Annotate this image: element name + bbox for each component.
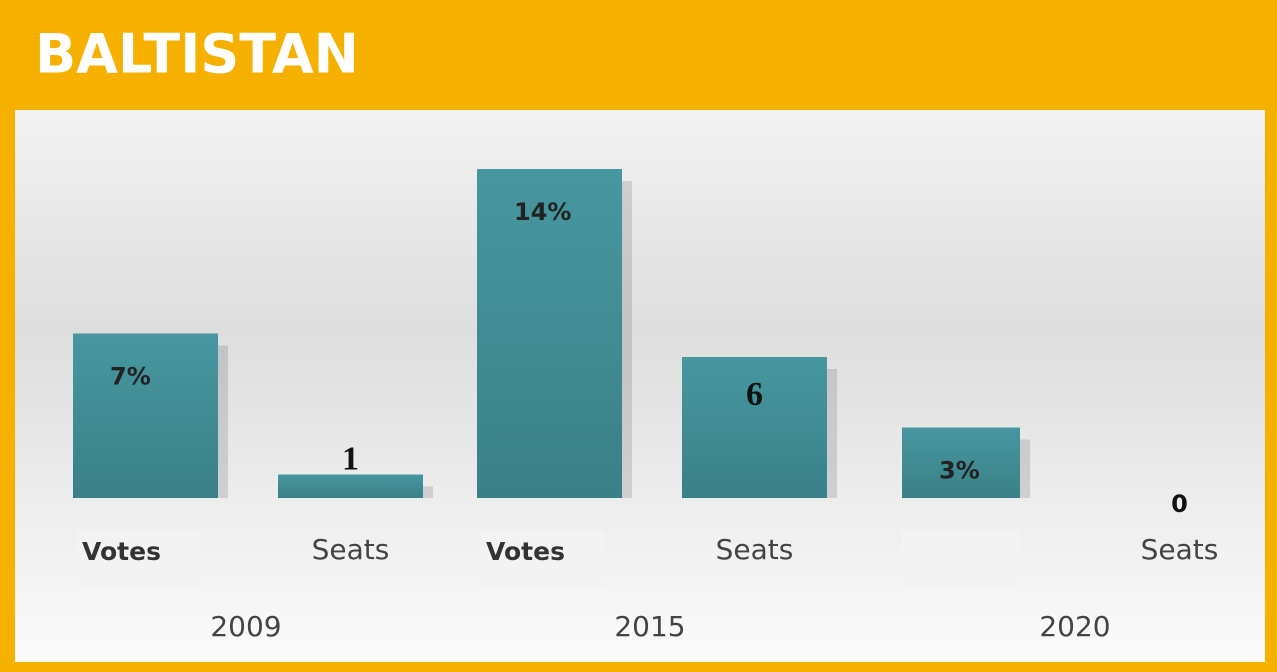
series-label: Votes [82,537,161,566]
bar [73,333,218,498]
series-label: Seats [1141,533,1219,566]
panel [15,110,1265,662]
value-label: 1 [342,440,359,477]
value-label: 6 [746,376,763,413]
year-label: 2015 [614,610,685,643]
series-label: Votes [486,537,565,566]
value-label: 0 [1171,490,1188,518]
series-label-box [77,530,201,588]
chart-title: BALTISTAN [35,23,359,86]
series-label-box [902,530,1020,588]
year-label: 2020 [1039,610,1110,643]
bar [278,474,423,498]
value-label: 14% [514,198,571,226]
series-label: Seats [716,533,794,566]
value-label: 3% [939,457,980,485]
value-label: 7% [110,363,151,391]
series-label: Seats [312,533,390,566]
series-label-box [481,530,605,588]
bar [682,357,827,498]
year-label: 2009 [210,610,281,643]
bar [477,169,622,498]
bar [902,427,1020,498]
